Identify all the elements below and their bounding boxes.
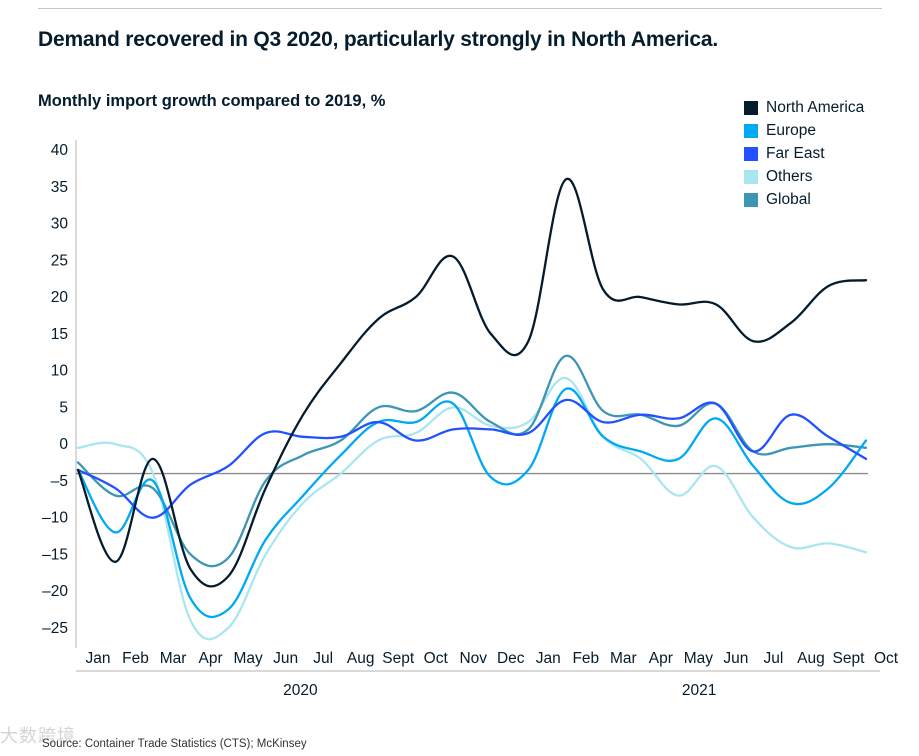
x-tick-label: Jul (764, 650, 784, 667)
x-tick-label: Sept (382, 650, 415, 667)
y-tick-label: 30 (51, 216, 69, 233)
x-tick-label: Jan (86, 650, 111, 667)
x-tick-label: Jun (723, 650, 748, 667)
legend-label: North America (766, 98, 865, 116)
legend: North America Europe Far East Others Global (744, 96, 864, 211)
legend-item-north-america: North America (744, 96, 864, 119)
series-line-north-america (76, 178, 868, 588)
series-line-others (76, 376, 868, 641)
legend-label: Far East (766, 144, 825, 162)
legend-swatch (744, 169, 758, 184)
legend-swatch (744, 100, 758, 115)
y-tick-label: 35 (51, 179, 68, 196)
legend-item-europe: Europe (744, 119, 864, 142)
y-tick-label: 25 (51, 252, 68, 269)
x-tick-label: Sept (833, 650, 866, 667)
series-line-europe (76, 387, 868, 619)
chart-subtitle: Monthly import growth compared to 2019, … (38, 92, 386, 110)
legend-swatch (744, 123, 758, 138)
y-tick-label: –20 (42, 583, 68, 600)
x-tick-label: Jul (313, 650, 333, 667)
legend-item-global: Global (744, 188, 864, 211)
y-tick-label: 0 (59, 436, 68, 453)
x-tick-label: Mar (610, 650, 637, 667)
legend-item-far-east: Far East (744, 142, 864, 165)
x-tick-label: Oct (874, 650, 899, 667)
x-tick-label: Dec (497, 650, 525, 667)
y-tick-label: –10 (42, 510, 68, 527)
top-rule (38, 8, 882, 9)
legend-label: Others (766, 167, 813, 185)
x-tick-label: Apr (199, 650, 223, 667)
legend-swatch (744, 146, 758, 161)
x-tick-label: Jun (273, 650, 298, 667)
chart-title: Demand recovered in Q3 2020, particularl… (38, 28, 719, 51)
legend-swatch (744, 192, 758, 207)
legend-label: Europe (766, 121, 816, 139)
series-line-far-east (76, 398, 868, 519)
year-label: 2021 (682, 682, 716, 699)
year-label: 2020 (283, 682, 318, 699)
source-note: Source: Container Trade Statistics (CTS)… (42, 738, 307, 750)
x-tick-label: Aug (347, 650, 375, 667)
y-tick-label: –15 (42, 546, 68, 563)
x-tick-label: Feb (572, 650, 599, 667)
x-tick-label: Jan (536, 650, 561, 667)
x-tick-label: Oct (424, 650, 449, 667)
x-tick-label: Mar (160, 650, 187, 667)
x-tick-label: Feb (122, 650, 149, 667)
y-tick-label: 40 (51, 142, 69, 159)
legend-item-others: Others (744, 165, 864, 188)
x-tick-label: May (233, 650, 263, 667)
y-tick-label: 10 (51, 363, 69, 380)
watermark: 大数跨境 (0, 726, 76, 746)
y-tick-label: 20 (51, 289, 69, 306)
x-tick-label: May (684, 650, 714, 667)
x-tick-label: Aug (797, 650, 825, 667)
series-line-global (76, 354, 868, 568)
y-tick-label: –5 (51, 473, 68, 490)
legend-label: Global (766, 190, 811, 208)
y-tick-label: 5 (59, 399, 68, 416)
x-tick-label: Nov (459, 650, 487, 667)
y-tick-label: –25 (42, 620, 68, 637)
x-tick-label: Apr (649, 650, 673, 667)
y-tick-label: 15 (51, 326, 68, 343)
